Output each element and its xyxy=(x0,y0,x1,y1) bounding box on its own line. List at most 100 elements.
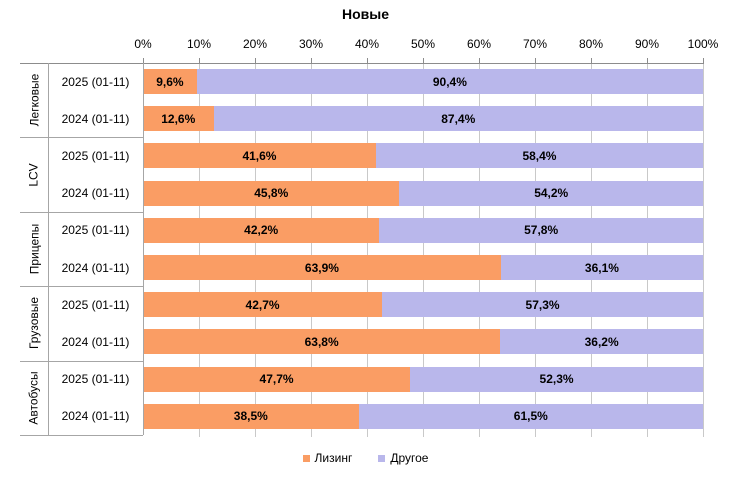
other-bar-segment: 87,4% xyxy=(213,106,703,132)
gridline xyxy=(423,63,424,437)
group-label: Грузовые xyxy=(27,297,42,350)
axis-tick-mark xyxy=(199,58,200,63)
bar-row: 42,7% 57,3% xyxy=(143,286,703,323)
axis-tick-mark xyxy=(535,58,536,63)
gridline xyxy=(367,63,368,437)
other-bar-segment: 36,1% xyxy=(500,255,703,281)
category-axis-line xyxy=(143,63,144,435)
plot-area: 9,6% 90,4% 12,6% 87,4% 41,6% 58,4% 45,8%… xyxy=(143,58,704,437)
leasing-bar-segment: 45,8% xyxy=(143,180,400,206)
bar-row: 9,6% 90,4% xyxy=(143,63,703,100)
gridline xyxy=(199,63,200,437)
x-tick-label: 0% xyxy=(134,37,152,51)
period-label: 2024 (01-11) xyxy=(61,409,130,424)
x-tick-label: 90% xyxy=(634,37,660,51)
bar-rows: 9,6% 90,4% 12,6% 87,4% 41,6% 58,4% 45,8%… xyxy=(143,63,703,435)
other-value-label: 36,2% xyxy=(584,334,619,349)
period-label: 2024 (01-11) xyxy=(61,260,130,275)
gridline xyxy=(255,63,256,437)
x-tick-label: 70% xyxy=(522,37,548,51)
leasing-bar-segment: 47,7% xyxy=(143,366,411,392)
group-label-cell: Грузовые xyxy=(20,286,48,360)
group-separator-line xyxy=(20,360,143,362)
period-label: 2025 (01-11) xyxy=(61,223,130,238)
group-label: Прицепы xyxy=(27,223,42,275)
other-bar-segment: 61,5% xyxy=(358,403,703,429)
leasing-value-label: 45,8% xyxy=(254,186,289,201)
x-tick-label: 80% xyxy=(578,37,604,51)
period-label: 2024 (01-11) xyxy=(61,334,130,349)
x-tick-label: 20% xyxy=(242,37,268,51)
other-value-label: 90,4% xyxy=(432,74,467,89)
label-level-divider xyxy=(48,63,49,435)
leasing-value-label: 63,9% xyxy=(304,260,339,275)
group-label-cell: Автобусы xyxy=(20,361,48,435)
period-label: 2025 (01-11) xyxy=(61,74,130,89)
leasing-bar-segment: 41,6% xyxy=(143,143,376,169)
leasing-value-label: 9,6% xyxy=(156,74,184,89)
x-tick-label: 10% xyxy=(186,37,212,51)
axis-tick-mark xyxy=(423,58,424,63)
period-label: 2025 (01-11) xyxy=(61,372,130,387)
x-tick-label: 100% xyxy=(687,37,719,51)
leasing-bar-segment: 42,2% xyxy=(143,217,380,243)
axis-tick-mark xyxy=(479,58,480,63)
axis-tick-mark xyxy=(143,58,144,63)
leasing-value-label: 41,6% xyxy=(242,148,277,163)
other-value-label: 58,4% xyxy=(522,148,557,163)
period-label: 2024 (01-11) xyxy=(61,186,130,201)
legend-label: Лизинг xyxy=(314,451,353,465)
axis-tick-mark xyxy=(647,58,648,63)
x-axis-tick-labels: 0% 10% 20% 30% 40% 50% 60% 70% 80% 90% 1… xyxy=(134,37,718,53)
legend-item-leasing: Лизинг xyxy=(302,451,353,465)
group-separator-line xyxy=(20,137,143,139)
other-bar-segment: 57,8% xyxy=(379,217,703,243)
leasing-bar-segment: 12,6% xyxy=(143,106,214,132)
period-label: 2025 (01-11) xyxy=(61,148,130,163)
x-tick-label: 50% xyxy=(410,37,436,51)
legend: Лизинг Другое xyxy=(0,451,731,465)
leasing-value-label: 42,7% xyxy=(245,297,280,312)
axis-tick-mark xyxy=(591,58,592,63)
leasing-bar-segment: 42,7% xyxy=(143,292,383,318)
group-label: Автобусы xyxy=(27,371,41,425)
bar-row: 63,8% 36,2% xyxy=(143,323,703,360)
gridline xyxy=(591,63,592,437)
leasing-swatch-icon xyxy=(302,454,310,462)
gridline xyxy=(479,63,480,437)
group-label: Легковые xyxy=(27,73,42,127)
bar-row: 12,6% 87,4% xyxy=(143,100,703,137)
leasing-bar-segment: 63,8% xyxy=(143,329,501,355)
group-label-cell: LCV xyxy=(20,137,48,211)
other-bar-segment: 36,2% xyxy=(500,329,703,355)
axis-tick-mark xyxy=(311,58,312,63)
other-bar-segment: 58,4% xyxy=(375,143,703,169)
label-area-bottom-line xyxy=(20,435,143,436)
leasing-value-label: 47,7% xyxy=(259,372,294,387)
other-bar-segment: 54,2% xyxy=(399,180,703,206)
gridline xyxy=(647,63,648,437)
period-label-column: 2025 (01-11) 2024 (01-11) 2025 (01-11) 2… xyxy=(48,63,143,435)
group-label: LCV xyxy=(27,162,41,187)
gridline xyxy=(311,63,312,437)
group-separator-line xyxy=(20,211,143,213)
group-label-cell: Прицепы xyxy=(20,212,48,286)
leasing-bar-segment: 9,6% xyxy=(143,69,197,95)
period-label: 2025 (01-11) xyxy=(61,297,130,312)
bar-row: 41,6% 58,4% xyxy=(143,137,703,174)
other-value-label: 57,3% xyxy=(525,297,560,312)
other-bar-segment: 57,3% xyxy=(382,292,703,318)
axis-tick-mark xyxy=(255,58,256,63)
x-tick-label: 40% xyxy=(354,37,380,51)
x-tick-label: 30% xyxy=(298,37,324,51)
other-value-label: 61,5% xyxy=(513,409,548,424)
bar-row: 63,9% 36,1% xyxy=(143,249,703,286)
axis-tick-mark xyxy=(367,58,368,63)
leasing-value-label: 63,8% xyxy=(304,334,339,349)
legend-item-other: Другое xyxy=(378,451,428,465)
other-value-label: 54,2% xyxy=(534,186,569,201)
top-axis-line xyxy=(20,63,704,64)
gridline xyxy=(535,63,536,437)
leasing-bar-segment: 63,9% xyxy=(143,255,501,281)
